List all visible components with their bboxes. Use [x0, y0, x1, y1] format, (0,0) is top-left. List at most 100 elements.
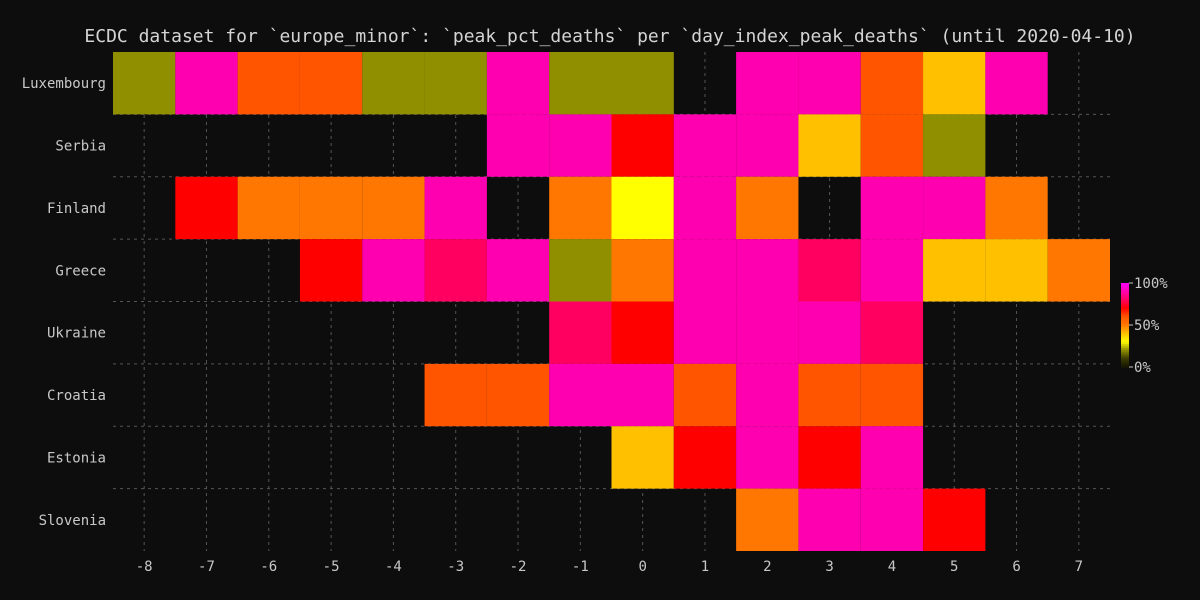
colorbar-tick-label: 50%	[1134, 318, 1160, 334]
heatmap-cell	[611, 301, 674, 364]
heatmap-cell	[611, 239, 674, 302]
colorbar-segment	[1121, 310, 1129, 313]
heatmap-cell	[549, 176, 612, 240]
colorbar-segment	[1121, 364, 1129, 368]
heatmap-cell	[673, 239, 737, 302]
heatmap-cell	[736, 52, 799, 115]
y-tick-label: Luxembourg	[22, 76, 106, 92]
x-tick-label: 5	[950, 559, 958, 575]
colorbar-segment	[1121, 312, 1129, 315]
heatmap-cell	[611, 114, 674, 177]
colorbar-segment	[1121, 318, 1129, 322]
heatmap-cell	[424, 52, 487, 115]
cell-layer	[113, 52, 1110, 551]
colorbar-segment	[1121, 287, 1129, 290]
heatmap-cell	[673, 176, 737, 240]
heatmap-cell	[362, 52, 425, 115]
colorbar-segment	[1121, 356, 1129, 360]
heatmap-cell	[860, 114, 924, 177]
heatmap-cell	[860, 301, 924, 364]
colorbar-segment	[1121, 343, 1129, 347]
x-tick-label: -3	[447, 559, 464, 575]
heatmap-cell	[299, 52, 363, 115]
colorbar-segment	[1121, 299, 1129, 303]
heatmap-cell	[424, 363, 487, 427]
heatmap-cell	[798, 426, 861, 489]
colorbar-segment	[1121, 346, 1129, 349]
heatmap-cell	[424, 176, 487, 240]
colorbar-segment	[1121, 301, 1129, 305]
colorbar-segment	[1121, 335, 1129, 339]
y-tick-label: Croatia	[47, 388, 106, 404]
colorbar-segment	[1121, 327, 1129, 330]
colorbar-segment	[1121, 289, 1129, 292]
heatmap-cell	[673, 114, 737, 177]
colorbar-segment	[1121, 339, 1129, 343]
heatmap-cell	[486, 363, 550, 427]
x-tick-label: -1	[572, 559, 589, 575]
heatmap-cell	[237, 176, 300, 240]
heatmap-cell	[860, 488, 924, 551]
heatmap-cell	[860, 239, 924, 302]
heatmap-cell	[736, 239, 799, 302]
heatmap-cell	[923, 176, 986, 240]
colorbar-segment	[1121, 304, 1129, 307]
colorbar-segment	[1121, 348, 1129, 351]
colorbar-segment	[1121, 322, 1129, 326]
colorbar-segment	[1121, 333, 1129, 336]
colorbar-segment	[1121, 283, 1129, 286]
heatmap-cell	[985, 176, 1048, 240]
x-axis-labels: -8 -7 -6 -5 -4 -3 -2 -1 0 1 2 3 4 5 6 7	[136, 559, 1083, 575]
heatmap-cell	[237, 52, 300, 115]
colorbar-tick-label: 0%	[1134, 360, 1151, 376]
colorbar-segment	[1121, 352, 1129, 355]
x-tick-label: -4	[385, 559, 402, 575]
y-tick-label: Greece	[55, 263, 106, 279]
heatmap-cell	[736, 176, 799, 240]
colorbar-segment	[1121, 337, 1129, 341]
heatmap-cell	[860, 176, 924, 240]
colorbar-tick-label: 100%	[1134, 276, 1168, 292]
heatmap-cell	[985, 52, 1048, 115]
heatmap-cell	[736, 301, 799, 364]
colorbar-segment	[1121, 314, 1129, 318]
heatmap-cell	[923, 239, 986, 302]
colorbar-segment	[1121, 360, 1129, 364]
heatmap-cell	[299, 239, 363, 302]
colorbar-segment	[1121, 329, 1129, 332]
colorbar-segment	[1121, 341, 1129, 345]
heatmap-cell	[611, 426, 674, 489]
colorbar-segment	[1121, 316, 1129, 320]
heatmap-cell	[673, 426, 737, 489]
colorbar-segment	[1121, 325, 1129, 328]
x-tick-label: 0	[638, 559, 646, 575]
heatmap-cell	[486, 239, 550, 302]
x-tick-label: -5	[323, 559, 340, 575]
heatmap-cell	[673, 363, 737, 427]
heatmap-cell	[798, 239, 861, 302]
colorbar-segment	[1121, 354, 1129, 357]
heatmap-cell	[798, 114, 861, 177]
colorbar-segment	[1121, 320, 1129, 324]
heatmap-cell	[798, 363, 861, 427]
y-tick-label: Ukraine	[47, 326, 106, 342]
heatmap-cell	[549, 114, 612, 177]
x-tick-label: 2	[763, 559, 771, 575]
colorbar-segment	[1121, 295, 1129, 299]
colorbar-segment	[1121, 293, 1129, 297]
heatmap-cell	[362, 239, 425, 302]
heatmap-cell	[549, 239, 612, 302]
y-tick-label: Finland	[47, 201, 106, 217]
colorbar-segment	[1121, 331, 1129, 334]
colorbar-segment	[1121, 306, 1129, 309]
heatmap-cell	[736, 426, 799, 489]
heatmap-cell	[923, 488, 986, 551]
heatmap-cell	[798, 52, 861, 115]
heatmap-cell	[860, 363, 924, 427]
chart-title: ECDC dataset for `europe_minor`: `peak_p…	[84, 26, 1135, 47]
heatmap-cell	[299, 176, 363, 240]
x-tick-label: -7	[198, 559, 215, 575]
colorbar-segment	[1121, 308, 1129, 311]
heatmap-cell	[424, 239, 487, 302]
y-tick-label: Estonia	[47, 450, 106, 466]
